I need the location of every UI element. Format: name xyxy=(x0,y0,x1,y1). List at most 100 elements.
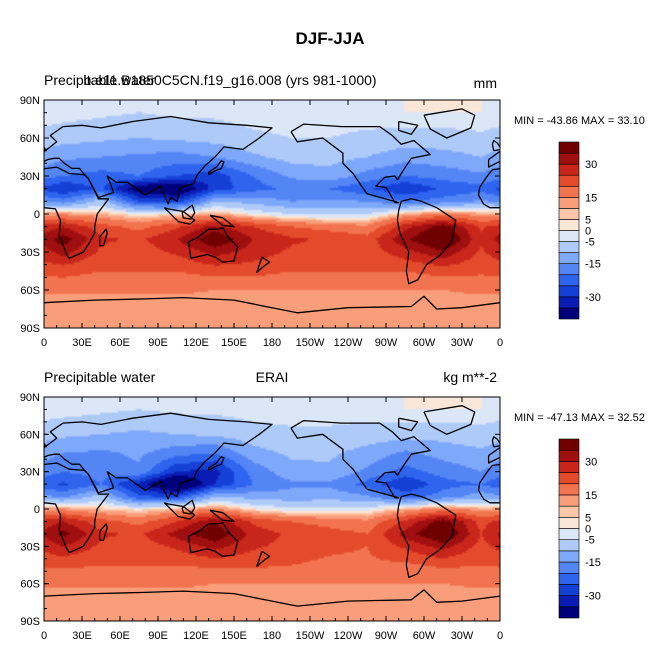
new-guinea-coastline xyxy=(209,509,235,523)
greenland-coastline xyxy=(423,108,476,139)
colorbar-swatch xyxy=(558,438,580,451)
y-tick-label: 90S xyxy=(20,616,40,628)
y-tick-label: 60S xyxy=(20,285,40,297)
x-tick-label: 60W xyxy=(413,337,436,349)
colorbar-tick-label: 15 xyxy=(585,192,597,204)
borneo-coastline xyxy=(638,500,651,514)
japan-coastline xyxy=(208,160,225,176)
eurasia-coastline xyxy=(44,412,273,500)
colorbar-swatch xyxy=(558,528,580,540)
x-tick-label: 0 xyxy=(41,337,47,349)
x-tick-label: 150W xyxy=(296,630,325,642)
colorbar-tick-label: 30 xyxy=(585,456,597,468)
colorbar-tick-label: -30 xyxy=(585,292,601,304)
colorbar-swatch xyxy=(558,550,580,563)
x-tick-label: 90E xyxy=(148,337,168,349)
colorbar-swatch xyxy=(558,274,580,287)
x-tick-label: 0 xyxy=(497,630,503,642)
x-tick-label: 180 xyxy=(263,630,281,642)
x-tick-label: 60E xyxy=(110,630,130,642)
colorbar-swatch xyxy=(558,141,580,154)
colorbar-swatch xyxy=(558,461,580,473)
y-tick-label: 60S xyxy=(20,579,40,591)
uk-coastline xyxy=(491,139,500,152)
baffin-coastline xyxy=(398,417,419,432)
y-tick-label: 90S xyxy=(20,323,40,335)
colorbar-tick-label: -5 xyxy=(585,237,595,249)
borneo-coastline xyxy=(181,499,196,515)
panel-2-colorbar: -30 -15 -505 15 30 xyxy=(558,438,601,619)
y-tick-label: 30N xyxy=(20,467,40,479)
x-tick-label: 30W xyxy=(451,337,474,349)
colorbar-tick-label: -15 xyxy=(585,259,601,271)
madagascar-coastline xyxy=(99,228,108,247)
colorbar-swatch xyxy=(558,163,580,176)
x-tick-label: 90W xyxy=(375,337,398,349)
y-tick-label: 0 xyxy=(34,504,40,516)
africa-coastline xyxy=(44,462,110,554)
colorbar-swatch xyxy=(558,505,580,518)
baffin-coastline xyxy=(398,120,419,135)
colorbar-swatch xyxy=(558,185,580,198)
japan-coastline xyxy=(208,456,225,471)
indonesia-coastline xyxy=(620,503,650,519)
colorbar-swatch xyxy=(558,517,580,529)
greenland-coastline xyxy=(0,406,19,435)
y-tick-label: 0 xyxy=(34,209,40,221)
x-tick-label: 30E xyxy=(72,337,92,349)
panel-1-stats: MIN = -43.86 MAX = 33.10 xyxy=(514,115,645,127)
colorbar-tick-label: -5 xyxy=(585,535,595,547)
colorbar-swatch xyxy=(558,483,580,496)
colorbar-swatch xyxy=(558,263,580,276)
colorbar-swatch xyxy=(558,197,580,209)
panel-1-colorbar: -30 -15 -505 15 30 xyxy=(558,141,601,320)
colorbar-tick-label: 0 xyxy=(585,524,591,536)
panel-2: Precipitable water ERAI kg m**-2 MIN = -… xyxy=(0,369,661,642)
panel-1-map: 0 30E 60E 90E 120E 150E 180 150W 120W 90W 60W 30W 09… xyxy=(20,95,650,349)
x-tick-label: 30W xyxy=(451,630,474,642)
antarctica-coastline xyxy=(499,302,500,303)
colorbar-swatch xyxy=(558,219,580,231)
antarctica-coastline xyxy=(44,589,500,607)
panel-1-left-title: Precipitable water xyxy=(44,72,156,88)
x-tick-label: 60E xyxy=(110,337,130,349)
x-tick-label: 90E xyxy=(148,630,168,642)
antarctica-coastline xyxy=(499,595,500,597)
y-tick-label: 30S xyxy=(20,541,40,553)
colorbar-swatch xyxy=(558,241,580,253)
colorbar-swatch xyxy=(558,561,580,574)
madagascar-coastline xyxy=(99,523,108,541)
south-america-coastline xyxy=(396,493,457,579)
colorbar-tick-label: 15 xyxy=(585,490,597,502)
colorbar-swatch xyxy=(558,539,580,552)
colorbar-swatch xyxy=(558,208,580,220)
coastlines xyxy=(44,108,650,314)
panel-2-left-title: Precipitable water xyxy=(44,369,156,385)
panel-2-stats: MIN = -47.13 MAX = 32.52 xyxy=(514,412,645,424)
colorbar-swatch xyxy=(558,472,580,485)
colorbar-swatch xyxy=(558,572,580,585)
y-tick-label: 30N xyxy=(20,171,40,183)
colorbar-tick-label: 30 xyxy=(585,159,597,171)
colorbar-swatch xyxy=(558,307,580,320)
indonesia-coastline xyxy=(620,208,650,224)
figure-title: DJF-JJA xyxy=(296,29,365,48)
colorbar-swatch xyxy=(558,252,580,264)
x-tick-label: 90W xyxy=(375,630,398,642)
antarctica-coastline xyxy=(44,302,45,304)
y-tick-label: 90N xyxy=(20,95,40,107)
new-zealand-coastline xyxy=(256,256,271,273)
australia-coastline xyxy=(187,522,239,557)
x-tick-label: 60W xyxy=(413,630,436,642)
indonesia-coastline xyxy=(163,207,196,225)
x-tick-label: 150E xyxy=(221,337,247,349)
panel-1-units: mm xyxy=(474,75,497,91)
colorbar-tick-label: -30 xyxy=(585,591,601,603)
panel-2-map: 0 30E 60E 90E 120E 150E 180 150W 120W 90W 60W 30W 09… xyxy=(0,392,661,642)
australia-coastline xyxy=(644,523,661,557)
x-tick-label: 150W xyxy=(296,337,325,349)
panel-1: Precipitable water b.e11.B1850C5CN.f19_g… xyxy=(20,72,650,349)
borneo-coastline xyxy=(181,204,196,220)
x-tick-label: 180 xyxy=(263,337,281,349)
